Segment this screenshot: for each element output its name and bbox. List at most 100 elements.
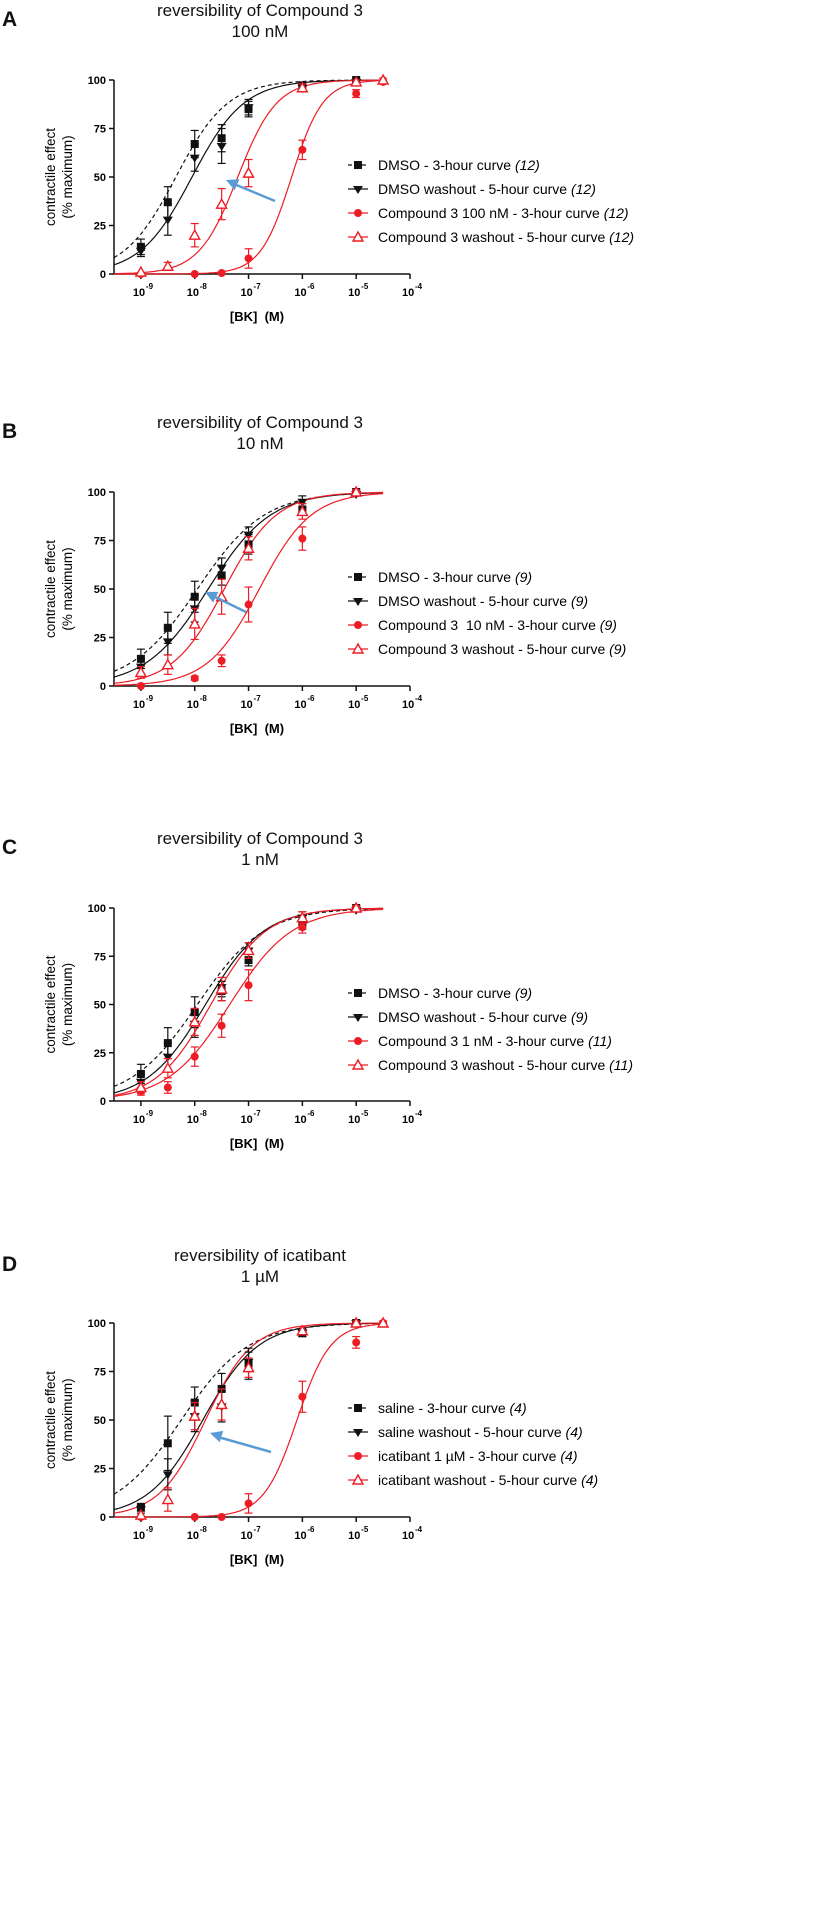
data-point-triangle-down [162,638,173,647]
legend-entry-n: (9) [515,985,532,1001]
data-point-circle [354,1037,362,1045]
data-point-circle [244,1499,253,1508]
fit-curve-series-3 [113,908,384,1097]
legend-entry-n: (11) [609,1057,633,1073]
panel-letter: A [2,8,18,31]
x-tick-label: 10 [133,699,145,711]
panel-title: reversibility of Compound 3 10 nM [145,412,375,454]
data-point-triangle-up [349,75,363,87]
x-tick-label: 10 [241,287,253,299]
data-point-triangle-up [351,642,365,654]
legend-entry-label: icatibant washout - 5-hour curve (4) [378,1472,598,1488]
data-point-triangle-up [134,265,148,277]
x-tick-label: 10 [241,699,253,711]
legend-entry-label: Compound 3 1 nM - 3-hour curve (11) [378,1033,612,1049]
x-tick-label: 10 [187,1114,199,1126]
arrow-head [210,1430,224,1443]
data-series-4 [134,73,390,277]
data-point-triangle-up [242,1361,255,1373]
y-tick-label: 50 [94,1000,106,1012]
data-point-circle [217,269,226,278]
data-point-square [354,573,362,581]
legend-entry-n: (9) [600,617,617,633]
data-point-triangle-down [135,247,146,256]
x-tick-label: 10 [402,1530,414,1542]
data-point-circle [217,1021,226,1030]
data-point-triangle-up [351,1473,365,1485]
legend-entry-label: DMSO washout - 5-hour curve (9) [378,1009,588,1025]
y-tick-label: 25 [94,1464,106,1476]
panel-letter: C [2,836,18,859]
x-tick-exponent: -4 [415,282,423,291]
data-point-square [244,956,253,965]
x-tick-exponent: -5 [361,1109,369,1118]
legend-entry-label: DMSO - 3-hour curve (9) [378,569,532,585]
data-point-triangle-down [353,1429,363,1437]
y-tick-label: 25 [94,633,106,645]
panel-title-line1: reversibility of icatibant [174,1246,346,1265]
x-tick-exponent: -6 [307,1525,315,1534]
data-point-triangle-down [162,1471,173,1480]
fit-curve-series-2 [113,492,384,678]
data-point-triangle-up [242,541,255,553]
legend-entry-n: (9) [571,593,588,609]
data-point-square [354,989,362,997]
data-point-circle [217,656,226,665]
panel-title-line2: 1 µM [240,1267,280,1286]
data-point-square [163,198,172,207]
panel-title-line1: reversibility of Compound 3 [157,1,363,20]
y-axis-title: contractile effect [43,955,58,1053]
data-point-circle [190,270,199,278]
legend-entry-n: (9) [609,641,626,657]
data-point-triangle-up [351,230,365,242]
data-point-triangle-up [161,1493,175,1505]
x-tick-label: 10 [241,1114,253,1126]
panel-title-line2: 10 nM [236,434,284,453]
x-tick-exponent: -8 [200,282,208,291]
x-tick-exponent: -9 [146,282,154,291]
panel-title: reversibility of icatibant 1 µM [145,1245,375,1287]
x-tick-label: 10 [187,699,199,711]
data-point-triangle-up [134,665,148,678]
data-point-circle [298,534,307,543]
x-axis-title: [BK] (M) [230,309,284,324]
x-tick-label: 10 [294,699,306,711]
x-tick-exponent: -9 [146,694,154,703]
panel-a: A reversibility of Compound 3 100 nM 0 25… [0,0,817,476]
data-point-circle [298,923,307,932]
data-point-circle [244,600,253,609]
data-point-triangle-up [215,1398,228,1410]
x-tick-exponent: -7 [254,1109,262,1118]
data-point-circle [244,981,253,990]
data-point-square [354,1404,362,1412]
x-tick-exponent: -7 [254,282,262,291]
legend-entry-n: (4) [560,1448,577,1464]
x-axis-title: [BK] (M) [230,1136,284,1151]
x-tick-label: 10 [348,1114,360,1126]
data-point-triangle-up [134,1508,148,1520]
annotation-arrow [210,1430,272,1454]
arrow-shaft [212,594,247,614]
data-series-4 [134,1316,390,1520]
fit-curve-series-1 [113,492,384,672]
data-point-triangle-down [162,1053,173,1062]
panel-letter: D [2,1253,18,1276]
legend-entry-n: (12) [609,229,634,245]
data-point-triangle-up [161,1061,175,1073]
data-point-circle [354,621,362,629]
panel-b: B reversibility of Compound 3 10 nM 0 25 5… [0,412,817,888]
legend-entry-label: Compound 3 washout - 5-hour curve (11) [378,1057,633,1073]
x-tick-label: 10 [348,287,360,299]
data-series-2 [135,490,362,675]
x-tick-exponent: -8 [200,1109,208,1118]
x-tick-exponent: -4 [415,1109,423,1118]
x-tick-label: 10 [294,1530,306,1542]
legend-entry-label: Compound 3 washout - 5-hour curve (12) [378,229,634,245]
data-series-4 [134,901,363,1094]
data-point-triangle-up [161,259,175,271]
annotation-arrow [226,179,276,203]
data-point-circle [244,254,253,263]
x-tick-exponent: -6 [307,694,315,703]
data-point-triangle-up [215,982,228,994]
